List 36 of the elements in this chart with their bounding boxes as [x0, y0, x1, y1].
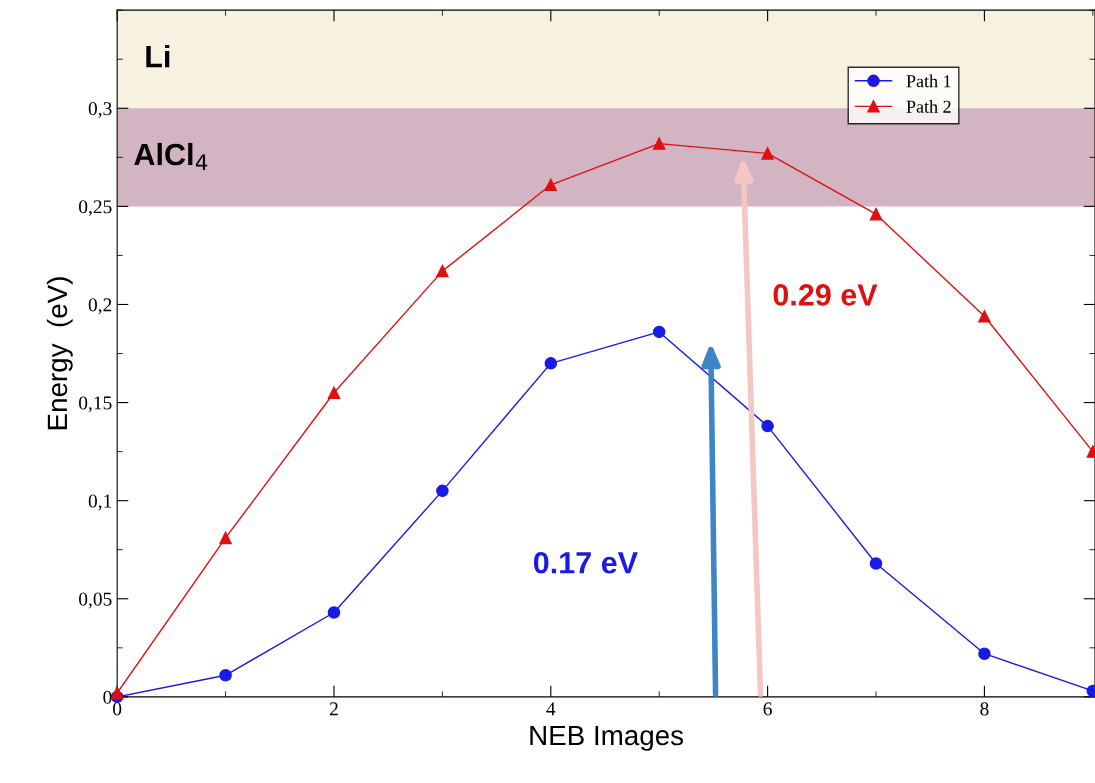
point: [761, 419, 774, 433]
point: [761, 147, 774, 160]
y-tick-label: 0,15: [79, 396, 112, 413]
point: [544, 178, 558, 192]
legend-label: Path 2: [906, 100, 951, 113]
x-tick-label: 8: [980, 702, 989, 716]
point: [869, 207, 883, 221]
band-label: Li: [146, 44, 170, 68]
point: [652, 325, 666, 339]
annotation: 0.29 eV: [773, 284, 878, 306]
y-tick-label: 0,05: [79, 592, 112, 609]
x-tick-label: 4: [546, 702, 556, 716]
x-tick-label: 0: [113, 702, 122, 716]
point: [327, 386, 341, 400]
point: [652, 137, 666, 150]
x-tick-label: 6: [763, 702, 772, 716]
y-tick-label: 0,25: [79, 200, 112, 217]
y-tick-label: 0,1: [88, 494, 112, 511]
y-tick-label: 0,3: [88, 102, 112, 119]
y-tick-label: 0: [103, 690, 112, 704]
point: [978, 647, 991, 660]
band-label: AlCl$_{4}$: [134, 142, 208, 171]
x-axis-title: NEB Images: [530, 725, 684, 751]
y-axis-title: Energy (eV): [46, 277, 73, 430]
point: [436, 484, 449, 498]
point: [327, 606, 341, 619]
point: [869, 557, 883, 570]
legend-label: Path 1: [906, 74, 951, 88]
point: [978, 309, 991, 323]
x-tick-label: 2: [329, 702, 338, 716]
point: [436, 264, 449, 278]
point: [219, 669, 232, 682]
point: [544, 357, 558, 370]
y-tick-label: 0,2: [88, 298, 112, 315]
point: [219, 531, 232, 545]
annotation: 0.17 eV: [533, 551, 638, 574]
